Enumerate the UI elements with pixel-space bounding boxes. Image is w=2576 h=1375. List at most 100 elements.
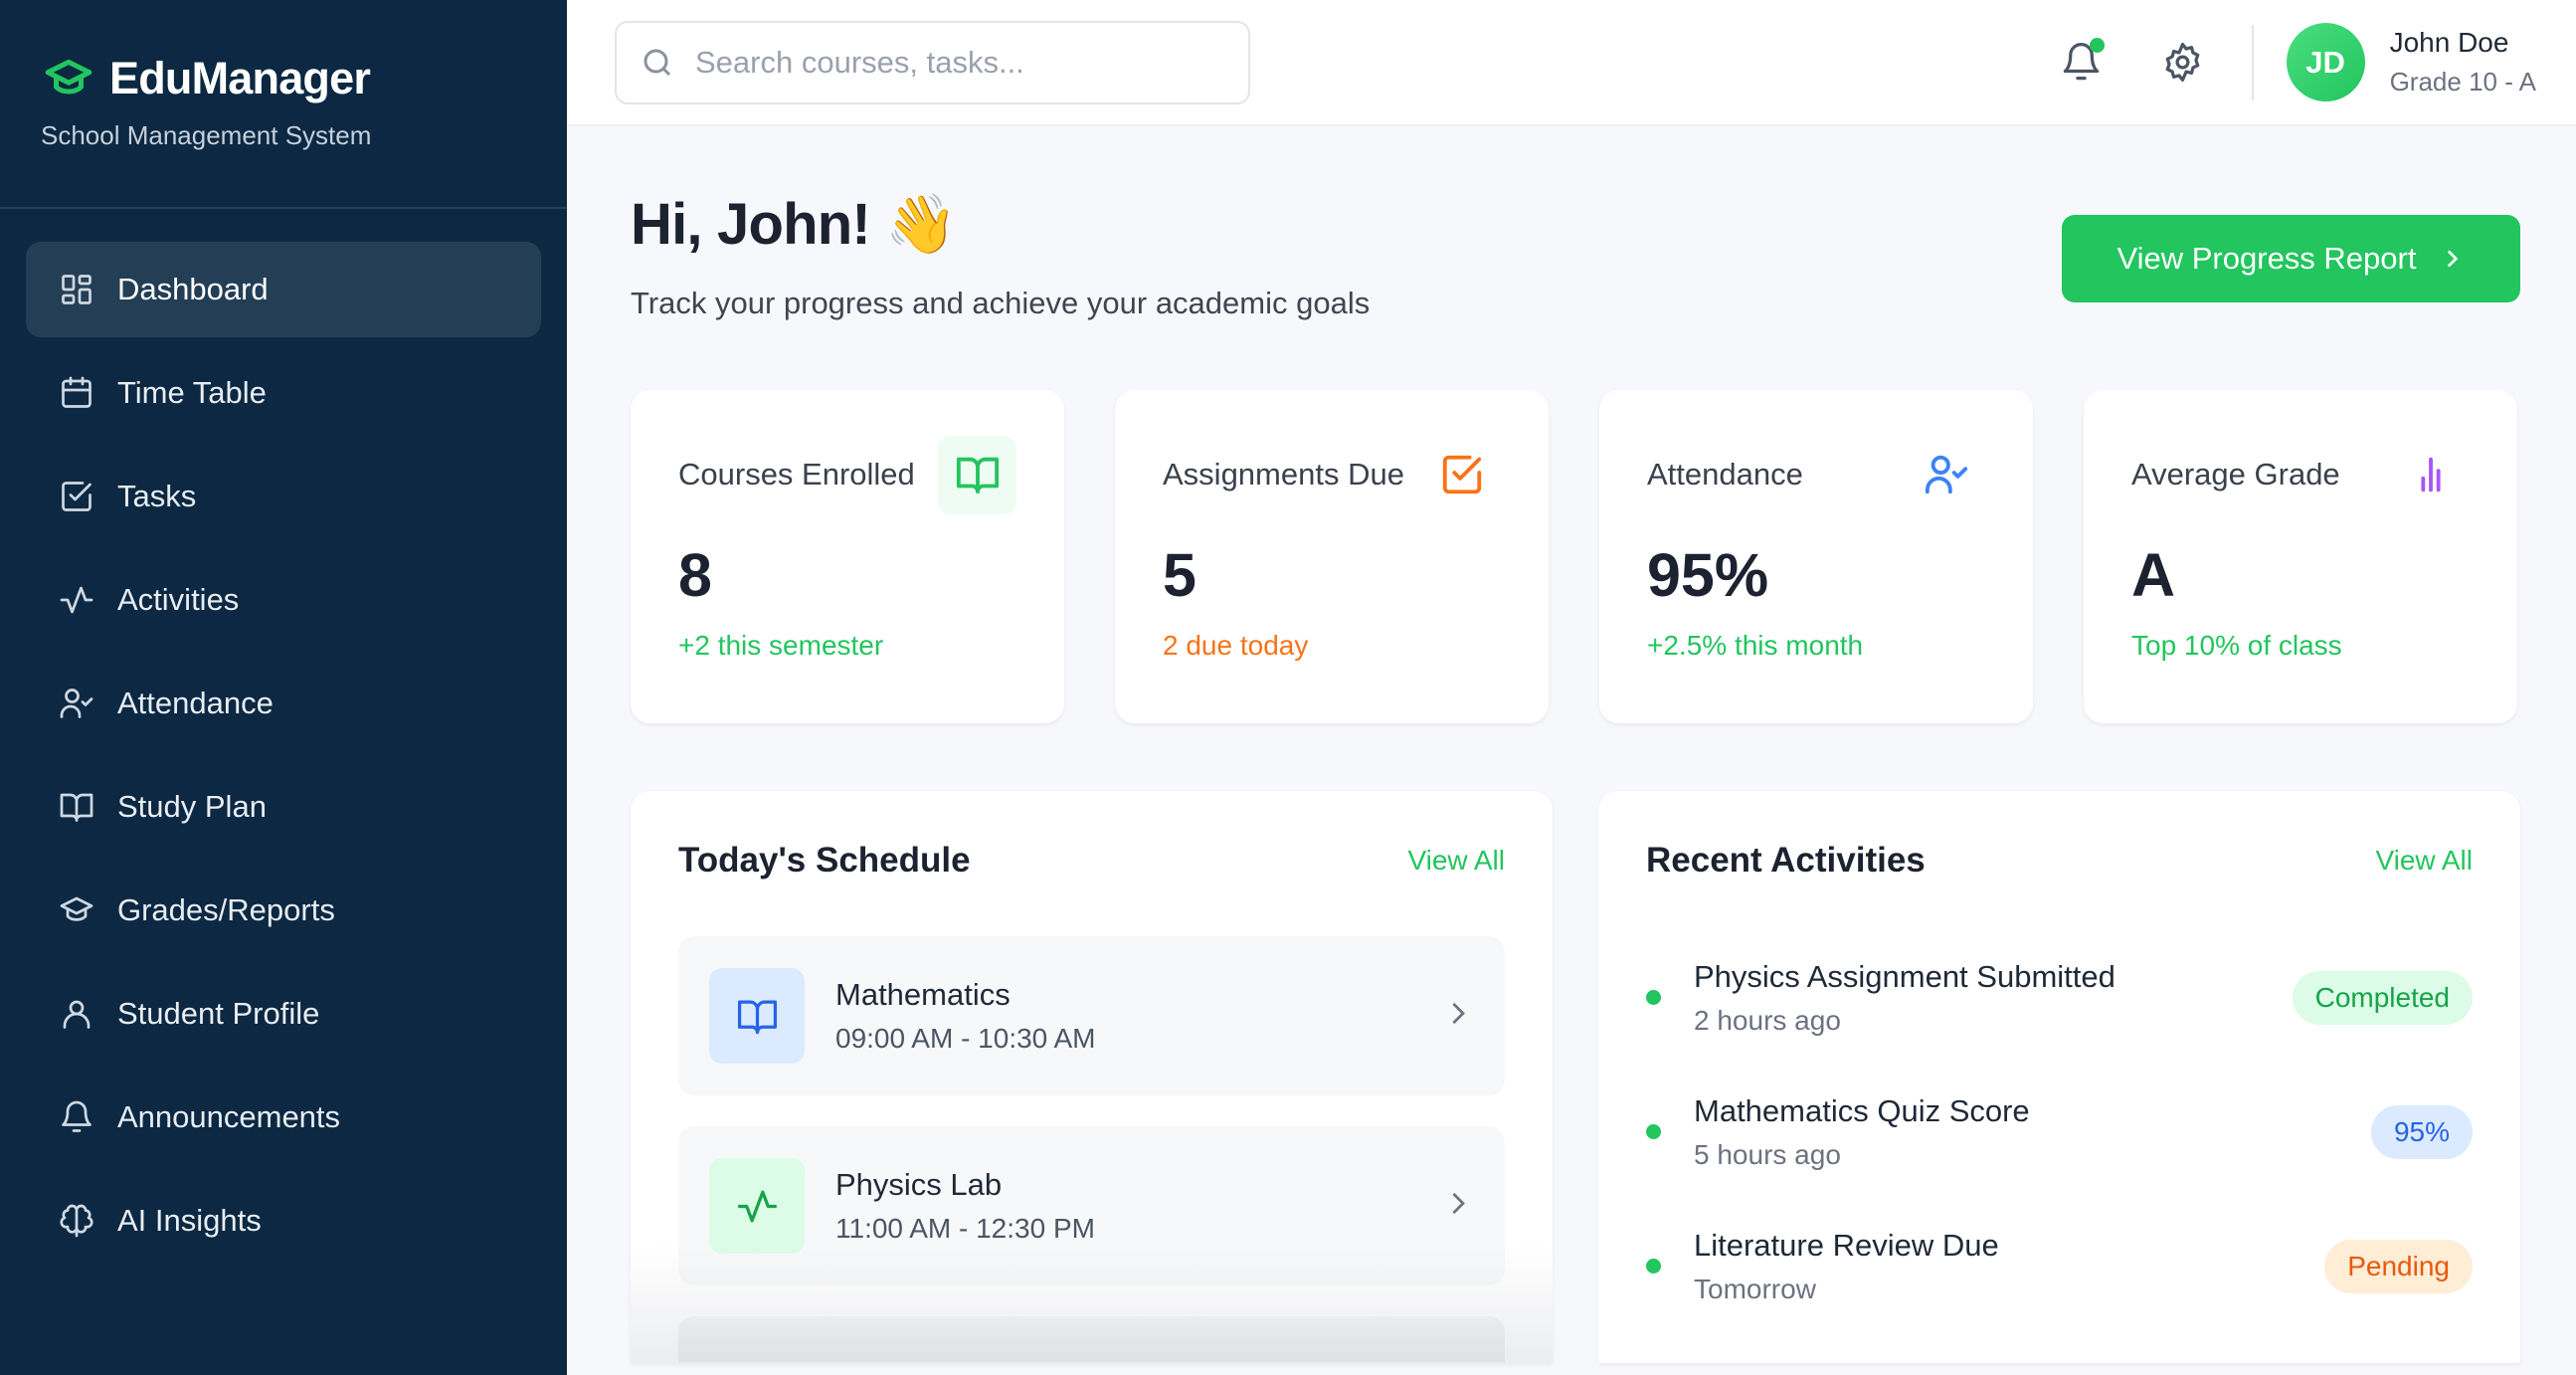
schedule-item-partial[interactable] [678,1316,1505,1363]
sidebar-item-study-plan[interactable]: Study Plan [26,759,541,855]
activity-time: 2 hours ago [1694,1004,1841,1036]
schedule-name: Mathematics [835,977,1011,1013]
brand: EduManager School Management System [0,0,567,209]
stat-note: +2 this semester [678,630,884,662]
activity-item[interactable]: Literature Review Due Tomorrow Pending [1646,1199,2473,1333]
calendar-icon [62,376,92,408]
sidebar-item-label: Activities [117,582,240,617]
chevron-right-icon [1441,1187,1474,1225]
book-open-icon [938,435,1016,514]
stat-label: Courses Enrolled [678,457,915,492]
graduation-cap-icon [45,59,92,95]
divider [2251,24,2254,100]
cta-label: View Progress Report [2116,241,2417,276]
user-check-icon [60,688,93,718]
status-dot [1646,990,1661,1006]
schedule-item[interactable]: Mathematics 09:00 AM - 10:30 AM [678,936,1505,1096]
schedule-time: 11:00 AM - 12:30 PM [835,1213,1095,1245]
activities-view-all-link[interactable]: View All [2375,845,2473,876]
bar-chart-icon [2391,436,2470,514]
panel-title: Today's Schedule [678,840,971,880]
book-open-icon [709,968,805,1065]
brain-icon [60,1204,93,1238]
stat-label: Attendance [1647,457,1803,492]
activity-item[interactable]: Mathematics Quiz Score 5 hours ago 95% [1646,1065,2473,1199]
brand-title: EduManager [109,53,371,103]
schedule-time: 09:00 AM - 10:30 AM [835,1023,1096,1055]
settings-button[interactable] [2150,30,2216,96]
bell-icon [2063,43,2100,81]
user-check-icon [1907,436,1985,514]
checkbox-icon [62,482,92,511]
stat-label: Assignments Due [1163,457,1404,492]
main: Search courses, tasks... JD John Doe Gra… [567,0,2576,1375]
stat-note: 2 due today [1163,630,1309,662]
stat-value: A [2131,540,2176,609]
bell-icon [62,1100,92,1132]
stat-card-average-grade: Average Grade A Top 10% of class [2084,389,2517,723]
todays-schedule-panel: Today's Schedule View All Mathematics 09:0… [631,790,1553,1363]
activity-time: 5 hours ago [1694,1138,1841,1170]
search-input[interactable]: Search courses, tasks... [615,20,1250,104]
sidebar-item-tasks[interactable]: Tasks [26,449,541,544]
sidebar-item-student-profile[interactable]: Student Profile [26,966,541,1062]
activity-title: Literature Review Due [1694,1227,1999,1263]
recent-activities-panel: Recent Activities View All Physics Assign… [1598,790,2520,1363]
schedule-name: Physics Lab [835,1167,1003,1203]
brand-subtitle: School Management System [41,119,372,150]
topbar: Search courses, tasks... JD John Doe Gra… [567,0,2576,126]
status-dot [1646,1259,1661,1275]
view-progress-report-button[interactable]: View Progress Report [2062,215,2520,302]
sidebar-item-label: Grades/Reports [117,892,335,927]
sidebar-item-label: AI Insights [117,1203,262,1238]
stat-label: Average Grade [2131,457,2340,492]
search-placeholder: Search courses, tasks... [695,44,1024,80]
sidebar-item-time-table[interactable]: Time Table [26,345,541,441]
sidebar-item-attendance[interactable]: Attendance [26,656,541,751]
stat-value: 5 [1163,540,1196,609]
stat-card-attendance: Attendance 95% +2.5% this month [1599,389,2033,723]
dashboard-grid-icon [62,275,92,304]
checkbox-icon [1422,436,1501,514]
page-subtitle: Track your progress and achieve your aca… [631,285,1371,320]
activity-pulse-icon [60,586,93,614]
activity-item[interactable]: Physics Assignment Submitted 2 hours ago C… [1646,930,2473,1065]
schedule-item[interactable]: Physics Lab 11:00 AM - 12:30 PM [678,1126,1505,1286]
activity-pulse-icon [709,1158,805,1255]
sidebar-item-label: Attendance [117,686,274,720]
schedule-view-all-link[interactable]: View All [1407,845,1505,876]
activity-title: Mathematics Quiz Score [1694,1092,2030,1128]
notifications-button[interactable] [2049,30,2115,96]
chevron-right-icon [1441,997,1474,1035]
page-title: Hi, John! 👋 [631,192,957,257]
stat-value: 8 [678,540,712,609]
stat-card-courses: Courses Enrolled 8 +2 this semester [631,389,1064,723]
status-badge: Completed [2292,970,2473,1025]
user-icon [63,1000,91,1029]
sidebar-item-grades-reports[interactable]: Grades/Reports [26,863,541,958]
avatar[interactable]: JD [2286,23,2365,101]
sidebar-item-announcements[interactable]: Announcements [26,1070,541,1165]
sidebar-item-label: Announcements [117,1099,341,1134]
stat-note: +2.5% this month [1647,630,1864,662]
activity-time: Tomorrow [1694,1273,1816,1304]
status-badge: 95% [2370,1104,2473,1159]
chevron-right-icon [2448,250,2459,268]
sidebar-item-ai-insights[interactable]: AI Insights [26,1173,541,1269]
status-dot [1646,1124,1661,1140]
sidebar-item-activities[interactable]: Activities [26,552,541,648]
user-grade: Grade 10 - A [2389,67,2536,97]
book-open-icon [60,793,93,822]
stat-value: 95% [1647,540,1769,609]
sidebar: EduManager School Management System Dash… [0,0,567,1375]
sidebar-nav: Dashboard Time Table Tasks Activities At… [0,209,567,1309]
sidebar-item-label: Tasks [117,479,197,513]
sidebar-item-label: Time Table [117,375,267,410]
panel-title: Recent Activities [1646,840,1926,880]
sidebar-item-label: Study Plan [117,789,267,824]
notification-dot [2089,37,2105,53]
sidebar-item-dashboard[interactable]: Dashboard [26,242,541,337]
activity-title: Physics Assignment Submitted [1694,958,2116,994]
status-badge: Pending [2324,1239,2473,1293]
user-info[interactable]: John Doe Grade 10 - A [2390,27,2536,98]
